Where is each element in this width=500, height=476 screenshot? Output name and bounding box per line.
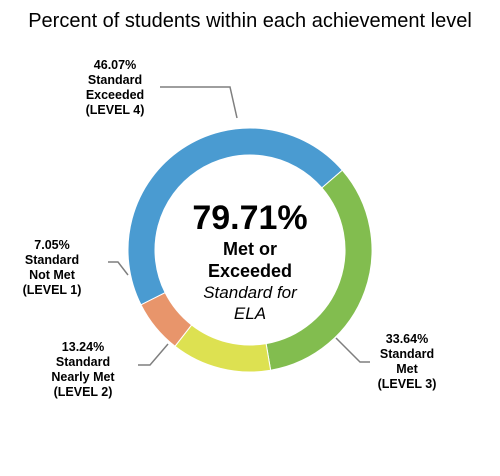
slice-level-2: [174, 324, 272, 373]
center-summary: 79.71% Met or Exceeded Standard for ELA: [175, 198, 325, 324]
center-line-3: Standard for: [203, 283, 297, 302]
leader-level-1: [108, 261, 129, 276]
label-level-2: 13.24% Standard Nearly Met (LEVEL 2): [28, 340, 138, 400]
leader-level-2: [138, 343, 169, 366]
label-level-3-pct: 33.64%: [385, 332, 429, 346]
label-level-2-line2: Nearly Met: [51, 370, 115, 384]
label-level-1-line2: Not Met: [29, 268, 75, 282]
label-level-4-line1: Standard: [87, 73, 143, 87]
center-line-2: Exceeded: [207, 261, 293, 281]
label-level-4-pct: 46.07%: [93, 58, 137, 72]
center-line-4: ELA: [233, 304, 267, 323]
center-percent: 79.71%: [192, 199, 308, 237]
label-level-3: 33.64% Standard Met (LEVEL 3): [352, 332, 462, 392]
label-level-1-line3: (LEVEL 1): [22, 283, 82, 297]
label-level-2-pct: 13.24%: [61, 340, 105, 354]
label-level-3-line2: Met: [396, 362, 418, 376]
label-level-1: 7.05% Standard Not Met (LEVEL 1): [2, 238, 102, 298]
label-level-4-line2: Exceeded: [85, 88, 145, 102]
label-level-2-line1: Standard: [55, 355, 111, 369]
chart-title: Percent of students within each achievem…: [28, 10, 472, 32]
center-line-1: Met or: [223, 239, 277, 259]
label-level-4-line3: (LEVEL 4): [85, 103, 145, 117]
label-level-4: 46.07% Standard Exceeded (LEVEL 4): [60, 58, 170, 118]
label-level-1-line1: Standard: [24, 253, 80, 267]
slice-level-1: [140, 292, 193, 347]
label-level-3-line1: Standard: [379, 347, 435, 361]
slice-level-4: [127, 127, 343, 306]
label-level-3-line3: (LEVEL 3): [377, 377, 437, 391]
label-level-1-pct: 7.05%: [34, 238, 70, 252]
label-level-2-line3: (LEVEL 2): [53, 385, 113, 399]
leader-level-3: [335, 337, 370, 363]
leader-level-4: [160, 86, 238, 119]
